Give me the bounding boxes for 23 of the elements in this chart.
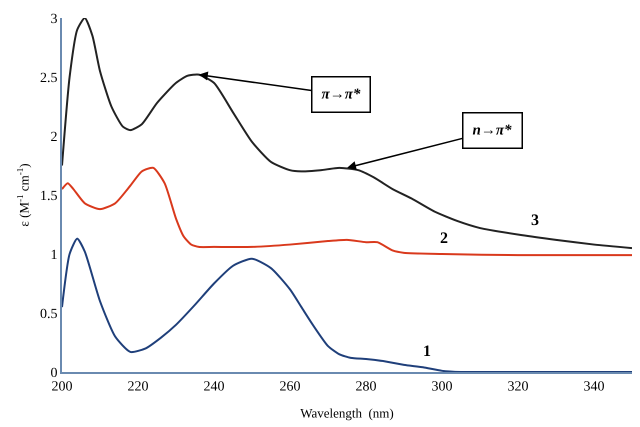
x-tick-label: 320	[508, 380, 528, 395]
series-label: 1	[423, 343, 431, 360]
x-tick-label: 220	[128, 380, 148, 395]
y-tick-label: 1.5	[40, 188, 58, 204]
line-series	[62, 18, 632, 250]
y-tick-label: 2	[50, 130, 58, 145]
x-tick-label: 240	[204, 380, 224, 395]
series-label: 3	[531, 212, 539, 229]
line-series	[62, 166, 632, 256]
x-tick-label: 340	[584, 380, 604, 395]
y-tick-label: 0	[50, 366, 58, 381]
x-axis-title: Wavelength (nm)	[300, 406, 394, 421]
annotation: π→π*	[322, 86, 361, 102]
x-tick-label: 300	[432, 380, 452, 395]
x-tick-label: 260	[280, 380, 300, 395]
y-tick-label: 1	[50, 248, 58, 263]
y-tick-label: 2.5	[40, 70, 58, 86]
x-tick-label: 280	[356, 380, 376, 395]
y-tick-label: 3	[50, 12, 58, 27]
series-label: 2	[440, 230, 448, 247]
annotation: n→π*	[472, 122, 512, 138]
x-tick-label: 200	[52, 380, 72, 395]
y-tick-label: 0.5	[40, 306, 58, 322]
